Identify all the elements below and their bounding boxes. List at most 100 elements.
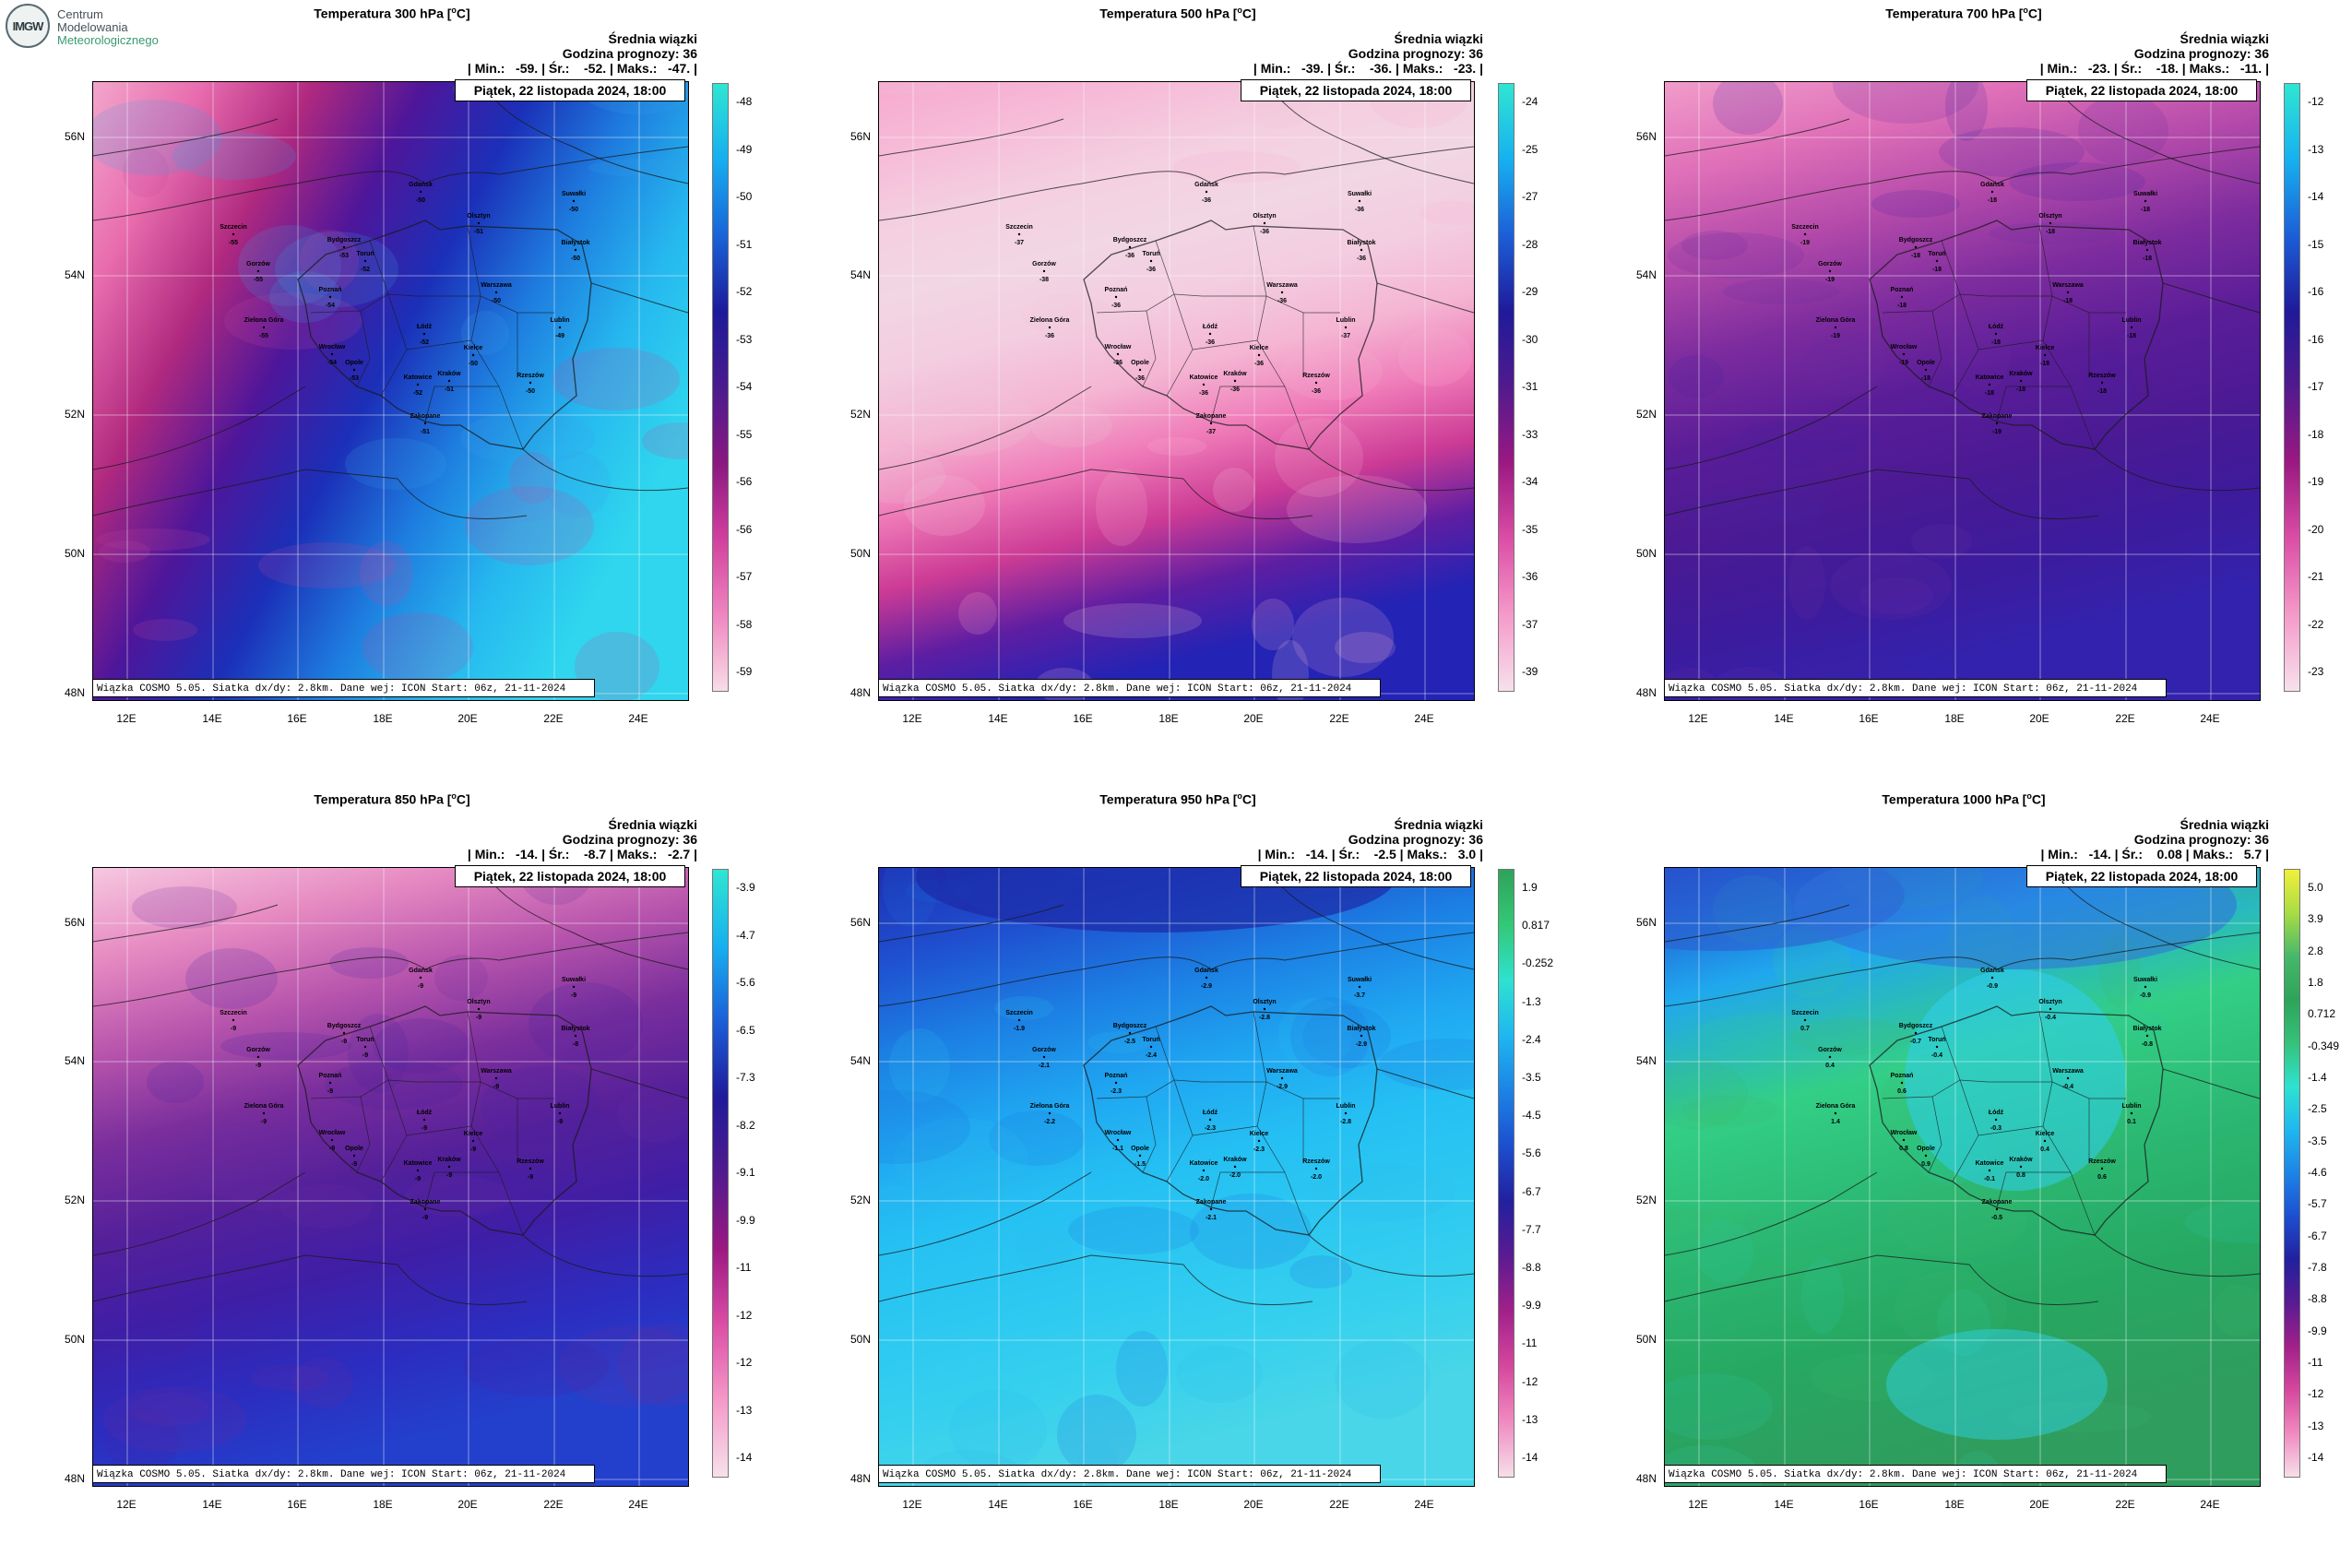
city-marker: Szczecin -37 [1005, 224, 1033, 246]
svg-text:Olsztyn: Olsztyn [467, 999, 490, 1005]
svg-text:Katowice: Katowice [1190, 374, 1218, 381]
colorbar-label: 3.9 [2308, 912, 2323, 926]
svg-text:-36: -36 [1312, 388, 1321, 395]
svg-text:-37: -37 [1206, 429, 1216, 435]
lat-label: 50N [1635, 1333, 1657, 1346]
panel-title: Temperatura 1000 hPa [oC] [1572, 791, 2352, 807]
svg-text:Białystok: Białystok [2132, 1026, 2161, 1032]
svg-text:Szczecin: Szczecin [220, 224, 247, 231]
svg-text:-49: -49 [555, 333, 564, 339]
svg-text:-18: -18 [2063, 298, 2073, 304]
colorbar-label: -13 [736, 1403, 753, 1417]
svg-text:-18: -18 [1932, 267, 1942, 273]
lat-label: 56N [1635, 916, 1657, 929]
colorbar-label: -56 [736, 522, 753, 536]
panel-header: Średnia wiązki Godzina prognozy: 36 | Min.… [468, 31, 697, 76]
city-marker: Gorzów -9 [246, 1047, 270, 1069]
city-marker: Suwałki -9 [562, 977, 586, 999]
svg-text:-9: -9 [362, 1052, 368, 1059]
svg-text:-18: -18 [1897, 303, 1907, 309]
svg-text:-37: -37 [1341, 333, 1350, 339]
svg-text:Suwałki: Suwałki [1348, 977, 1372, 983]
svg-text:-2.4: -2.4 [1146, 1052, 1157, 1059]
lat-label: 54N [1635, 268, 1657, 281]
forecast-date: Piątek, 22 listopada 2024, 18:00 [455, 865, 685, 887]
colorbar-label: -5.6 [1522, 1146, 1541, 1160]
lon-label: 22E [2115, 1498, 2135, 1511]
colorbar-label: -50 [736, 190, 753, 203]
svg-text:Rzeszów: Rzeszów [517, 373, 544, 379]
svg-text:Zielona Góra: Zielona Góra [1816, 1103, 1856, 1110]
panel-header: Średnia wiązki Godzina prognozy: 36 | Min.… [2040, 31, 2269, 76]
city-marker: Gdańsk -9 [409, 968, 433, 990]
lon-label: 24E [1414, 1498, 1434, 1511]
svg-text:-2.9: -2.9 [1201, 983, 1212, 990]
city-marker: Białystok -0.8 [2132, 1026, 2161, 1048]
panel-title: Temperatura 950 hPa [oC] [786, 791, 1570, 807]
svg-text:-18: -18 [2143, 255, 2152, 262]
colorbar-label: -37 [1522, 617, 1538, 631]
svg-text:Gdańsk: Gdańsk [409, 968, 433, 974]
panel-title-unit: C] [2027, 6, 2042, 21]
svg-text:0.6: 0.6 [1897, 1088, 1907, 1095]
forecast-date: Piątek, 22 listopada 2024, 18:00 [2026, 79, 2257, 101]
lon-label: 20E [2029, 1498, 2049, 1511]
svg-text:-9: -9 [231, 1026, 236, 1032]
svg-text:Lublin: Lublin [2122, 317, 2142, 324]
city-marker: Kielce -36 [1250, 345, 1269, 367]
svg-text:Toruń: Toruń [1928, 1037, 1945, 1043]
city-marker: Szczecin -9 [220, 1010, 247, 1032]
svg-text:Warszawa: Warszawa [481, 282, 512, 289]
colorbar-label: -9.9 [736, 1213, 755, 1227]
svg-text:Gdańsk: Gdańsk [1980, 182, 2004, 188]
city-marker: Suwałki -18 [2133, 191, 2157, 213]
lat-label: 48N [64, 686, 85, 699]
colorbar-label: 1.8 [2308, 976, 2323, 989]
lat-label: 52N [1635, 1194, 1657, 1206]
lon-label: 18E [1158, 712, 1179, 725]
colorbar-label: -28 [1522, 237, 1538, 251]
city-marker: Lublin -49 [551, 317, 570, 339]
lon-label: 20E [1243, 1498, 1264, 1511]
city-marker: Gorzów -38 [1032, 261, 1056, 283]
lon-label: 22E [2115, 712, 2135, 725]
city-marker: Bydgoszcz -9 [327, 1023, 362, 1045]
model-footer: Wiązka COSMO 5.05. Siatka dx/dy: 2.8km. … [878, 679, 1381, 697]
model-footer: Wiązka COSMO 5.05. Siatka dx/dy: 2.8km. … [1664, 1465, 2167, 1483]
city-marker: Zakopane -37 [1196, 413, 1227, 435]
svg-text:Białystok: Białystok [1347, 1026, 1375, 1032]
svg-text:Wrocław: Wrocław [1105, 1130, 1132, 1136]
colorbar-label: -58 [736, 617, 753, 631]
lon-label: 18E [373, 712, 393, 725]
city-marker: Wrocław -9 [319, 1130, 346, 1152]
city-marker: Kielce -2.3 [1250, 1131, 1269, 1153]
city-marker: Kielce -18 [2036, 345, 2055, 367]
svg-text:Poznań: Poznań [1105, 287, 1128, 293]
city-marker: Kraków -2.0 [1223, 1157, 1247, 1179]
header-line1: Średnia wiązki [2180, 817, 2269, 832]
colorbar-label: -12 [736, 1356, 753, 1369]
city-marker: Katowice -0.1 [1976, 1160, 2004, 1182]
svg-text:Białystok: Białystok [1347, 240, 1375, 246]
city-marker: Poznań -36 [1105, 287, 1128, 309]
svg-text:-2.1: -2.1 [1039, 1063, 1050, 1069]
city-marker: Zakopane -0.5 [1982, 1199, 2013, 1221]
svg-text:Kraków: Kraków [2009, 1157, 2033, 1163]
header-line2: Godzina prognozy: 36 [562, 832, 697, 847]
svg-text:-1.5: -1.5 [1134, 1161, 1146, 1168]
city-marker: Olsztyn -18 [2038, 213, 2061, 235]
colorbar-label: -8.8 [2308, 1292, 2327, 1306]
lon-label: 12E [116, 712, 137, 725]
city-marker: Gorzów -2.1 [1032, 1047, 1056, 1069]
city-marker: Olsztyn -51 [467, 213, 490, 235]
colorbar-label: 1.9 [1522, 881, 1538, 894]
colorbar-label: -2.5 [2308, 1102, 2327, 1116]
svg-text:Katowice: Katowice [404, 374, 433, 381]
svg-text:-9: -9 [571, 992, 576, 999]
map-panel-5: Temperatura 1000 hPa [oC] Średnia wiązki G… [1572, 786, 2339, 1551]
colorbar-label: -1.3 [1522, 994, 1541, 1008]
svg-text:-18: -18 [2040, 361, 2049, 367]
colorbar-label: -13 [2308, 1419, 2324, 1432]
map-panel-4: Temperatura 950 hPa [oC] Średnia wiązki Go… [786, 786, 1553, 1551]
lon-label: 24E [2200, 1498, 2220, 1511]
